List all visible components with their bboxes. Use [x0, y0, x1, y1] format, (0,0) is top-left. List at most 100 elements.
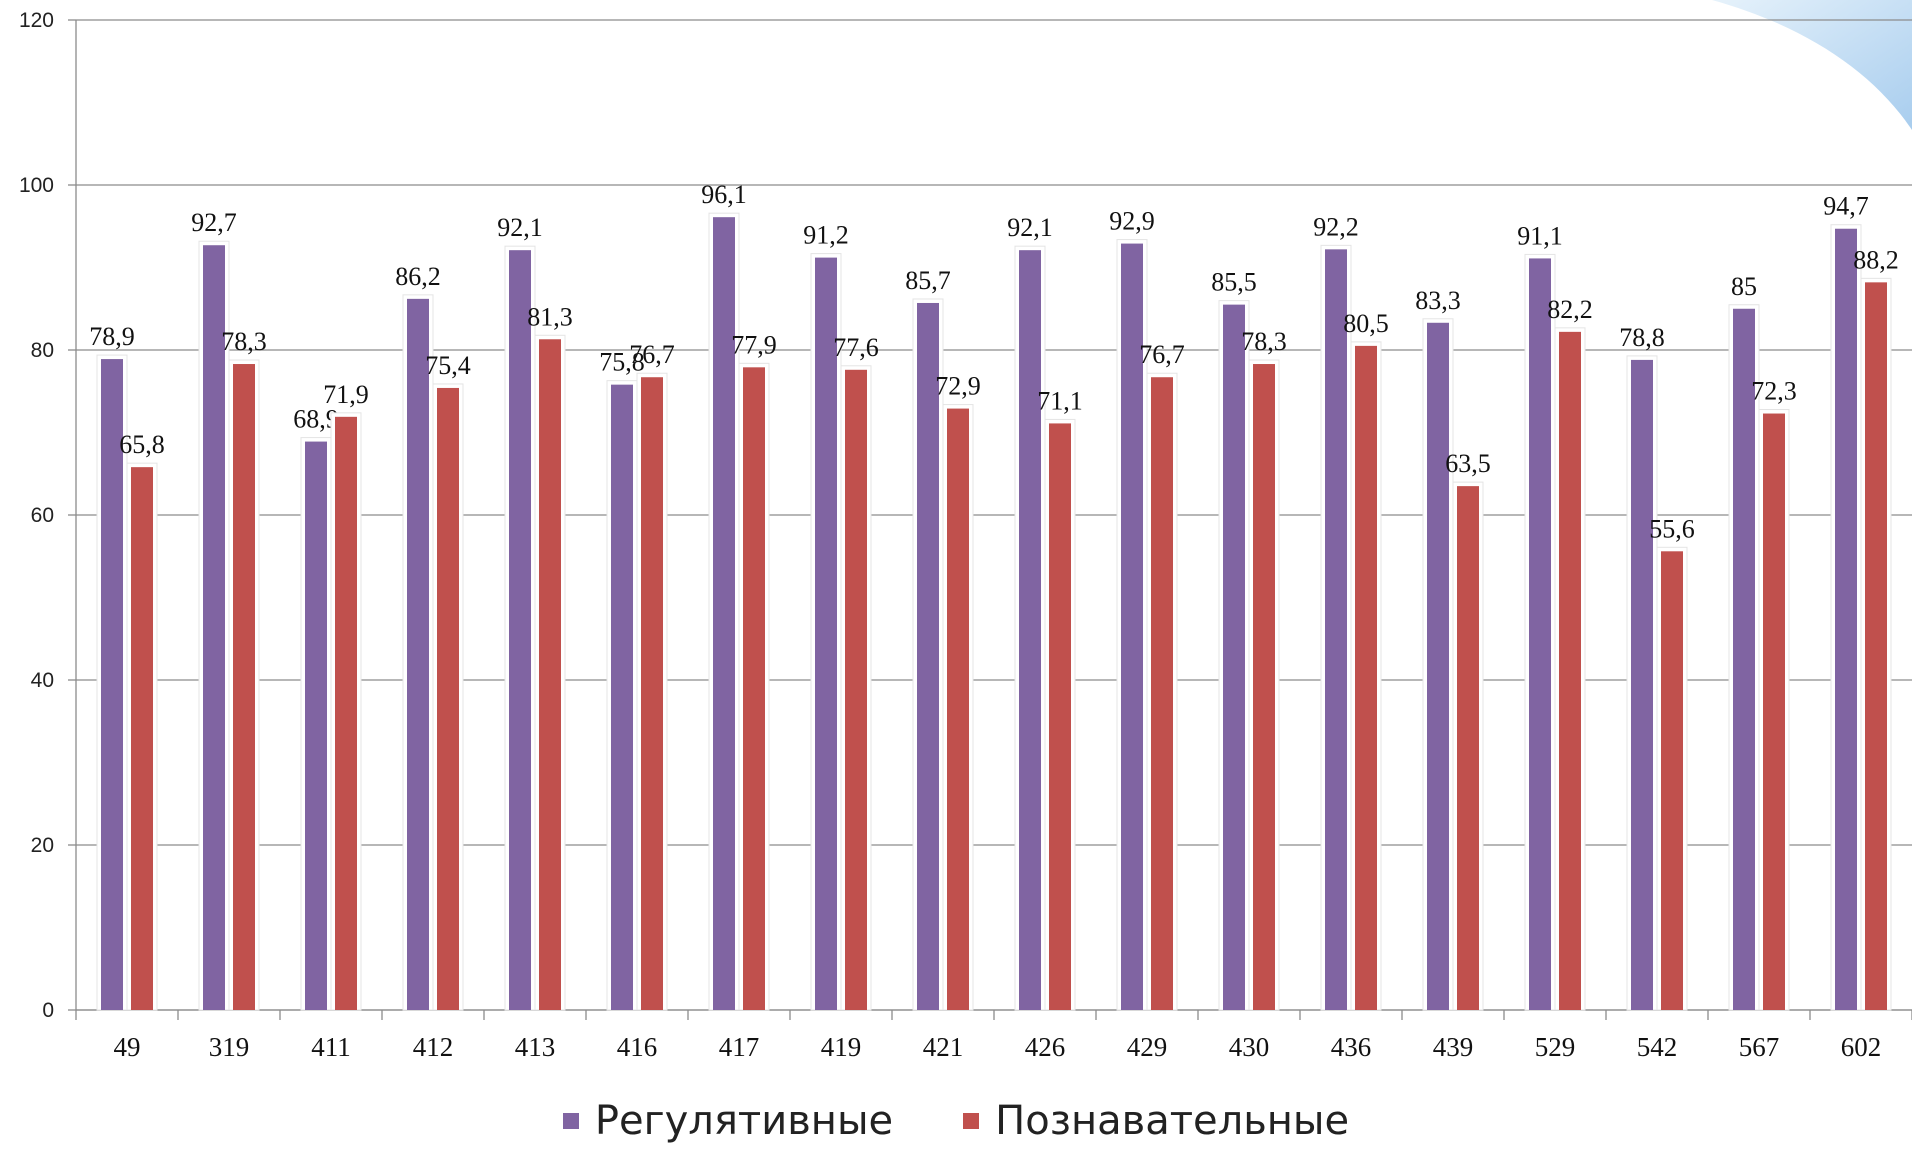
data-label: 85,5: [1211, 268, 1257, 297]
bar-2-430: [1253, 364, 1275, 1010]
data-label: 92,1: [1007, 213, 1053, 242]
y-tick-label: 60: [31, 504, 54, 527]
bar-1-419: [815, 258, 837, 1010]
bar-2-416: [641, 377, 663, 1010]
bar-2-542: [1661, 551, 1683, 1010]
bar-1-542: [1631, 360, 1653, 1010]
data-label: 76,7: [629, 340, 675, 369]
data-label: 80,5: [1343, 309, 1389, 338]
bar-1-439: [1427, 323, 1449, 1010]
bar-1-412: [407, 299, 429, 1010]
x-tick-label: 542: [1637, 1032, 1678, 1062]
data-label: 91,2: [803, 221, 849, 250]
data-label: 85,7: [905, 266, 951, 295]
y-tick-label: 20: [31, 834, 54, 857]
x-tick-label: 529: [1535, 1032, 1576, 1062]
bar-2-417: [743, 367, 765, 1010]
y-tick-label: 100: [19, 174, 54, 197]
data-label: 81,3: [527, 302, 573, 331]
bar-1-529: [1529, 258, 1551, 1010]
data-label: 72,9: [935, 372, 981, 401]
legend-item-series-1: Регулятивные: [563, 1098, 893, 1144]
bar-2-439: [1457, 486, 1479, 1010]
x-tick-label: 426: [1025, 1032, 1066, 1062]
x-tick-label: 602: [1841, 1032, 1882, 1062]
data-label: 92,2: [1313, 212, 1359, 241]
data-label: 72,3: [1751, 377, 1797, 406]
x-tick-label: 412: [413, 1032, 454, 1062]
data-label: 85: [1731, 272, 1757, 301]
x-tick-label: 439: [1433, 1032, 1474, 1062]
bar-2-411: [335, 417, 357, 1010]
bar-2-412: [437, 388, 459, 1010]
x-tick-label: 430: [1229, 1032, 1270, 1062]
legend-swatch-series-1: [563, 1113, 579, 1129]
data-label: 91,1: [1517, 221, 1563, 250]
bar-2-429: [1151, 377, 1173, 1010]
bar-2-419: [845, 370, 867, 1010]
bar-2-602: [1865, 282, 1887, 1010]
data-label: 63,5: [1445, 449, 1491, 478]
data-label: 75,4: [425, 351, 471, 380]
data-label: 86,2: [395, 262, 441, 291]
data-label: 71,9: [323, 380, 369, 409]
bar-1-411: [305, 442, 327, 1010]
bar-2-319: [233, 364, 255, 1010]
legend-label-series-2: Познавательные: [995, 1098, 1349, 1144]
data-label: 92,1: [497, 213, 543, 242]
bar-2-529: [1559, 332, 1581, 1010]
x-tick-label: 417: [719, 1032, 760, 1062]
data-label: 78,8: [1619, 323, 1665, 352]
data-label: 78,3: [1241, 327, 1287, 356]
bar-1-416: [611, 385, 633, 1010]
data-label: 55,6: [1649, 514, 1695, 543]
bar-1-430: [1223, 305, 1245, 1010]
bar-2-567: [1763, 414, 1785, 1010]
data-label: 94,7: [1823, 192, 1869, 221]
x-tick-label: 49: [114, 1032, 141, 1062]
x-tick-label: 319: [209, 1032, 250, 1062]
data-label: 77,9: [731, 330, 777, 359]
y-tick-label: 0: [42, 999, 54, 1022]
bar-1-426: [1019, 250, 1041, 1010]
data-label: 92,7: [191, 208, 237, 237]
x-tick-label: 429: [1127, 1032, 1168, 1062]
data-label: 78,3: [221, 327, 267, 356]
x-tick-label: 419: [821, 1032, 862, 1062]
data-label: 77,6: [833, 333, 879, 362]
bar-1-421: [917, 303, 939, 1010]
data-label: 71,1: [1037, 386, 1083, 415]
data-label: 92,9: [1109, 207, 1155, 236]
bar-1-602: [1835, 229, 1857, 1010]
legend-item-series-2: Познавательные: [963, 1098, 1349, 1144]
legend-label-series-1: Регулятивные: [595, 1098, 893, 1144]
legend-swatch-series-2: [963, 1113, 979, 1129]
chart-legend: Регулятивные Познавательные: [0, 1098, 1912, 1144]
data-label: 82,2: [1547, 295, 1593, 324]
bar-2-49: [131, 467, 153, 1010]
x-tick-label: 421: [923, 1032, 964, 1062]
bar-1-413: [509, 250, 531, 1010]
bar-1-436: [1325, 249, 1347, 1010]
x-tick-label: 416: [617, 1032, 658, 1062]
bar-2-421: [947, 409, 969, 1010]
bar-1-319: [203, 245, 225, 1010]
data-label: 88,2: [1853, 245, 1899, 274]
data-label: 65,8: [119, 430, 165, 459]
y-tick-label: 40: [31, 669, 54, 692]
x-tick-label: 567: [1739, 1032, 1780, 1062]
bar-2-436: [1355, 346, 1377, 1010]
bar-1-567: [1733, 309, 1755, 1010]
x-tick-label: 413: [515, 1032, 556, 1062]
y-tick-label: 120: [19, 9, 54, 32]
data-label: 96,1: [701, 180, 747, 209]
y-tick-label: 80: [31, 339, 54, 362]
data-label: 78,9: [89, 322, 135, 351]
x-tick-label: 436: [1331, 1032, 1372, 1062]
bar-2-426: [1049, 423, 1071, 1010]
x-tick-label: 411: [311, 1032, 351, 1062]
data-label: 76,7: [1139, 340, 1185, 369]
data-label: 83,3: [1415, 286, 1461, 315]
bar-2-413: [539, 339, 561, 1010]
bar-chart: 0 20 40 60 80 100 120 49 319 411 412 413 416 417 419 42…: [0, 0, 1912, 1090]
